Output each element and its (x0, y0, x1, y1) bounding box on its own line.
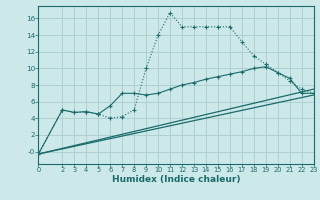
X-axis label: Humidex (Indice chaleur): Humidex (Indice chaleur) (112, 175, 240, 184)
